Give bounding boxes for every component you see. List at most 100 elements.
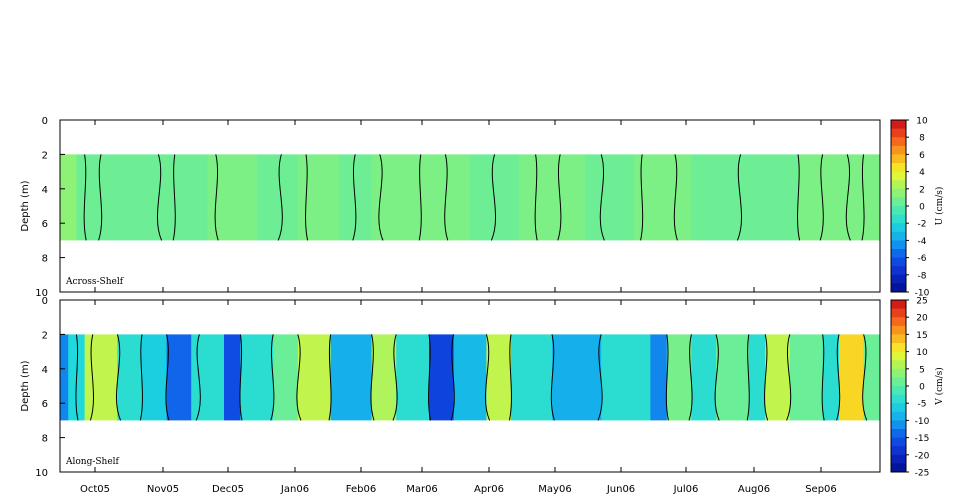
data-cell: [60, 154, 77, 241]
contour-line: [214, 154, 219, 241]
x-tick-label: Feb06: [346, 484, 376, 495]
colorbar-segment: [891, 343, 906, 353]
x-tick-label: Sep06: [805, 484, 837, 495]
colorbar-tick-label: -5: [918, 400, 927, 410]
y-tick-label: 0: [42, 116, 48, 127]
data-cell: [691, 334, 717, 421]
x-tick-label: Jun06: [606, 484, 635, 495]
contour-line: [98, 154, 103, 241]
colorbar-segment: [891, 429, 906, 439]
data-cell: [297, 334, 332, 421]
data-cell: [191, 334, 225, 421]
colorbar-segment: [891, 171, 906, 181]
plot-frame: [59, 119, 881, 293]
contour-line: [370, 334, 375, 421]
contour-line: [270, 334, 275, 421]
y-tick-label: 10: [35, 468, 48, 479]
contour-line: [836, 334, 841, 421]
colorbar-tick-label: -25: [915, 469, 930, 479]
colorbar-segment: [891, 283, 906, 293]
colorbar-segment: [891, 334, 906, 344]
contour-line: [75, 334, 79, 421]
data-cell: [166, 334, 192, 421]
contour-line: [450, 334, 455, 421]
colorbar-segment: [891, 154, 906, 164]
data-cell: [863, 334, 881, 421]
colorbar-segment: [891, 360, 906, 370]
colorbar-segment: [891, 437, 906, 447]
y-tick-label: 8: [42, 254, 48, 265]
contour-line: [550, 334, 555, 421]
x-tick-label: Dec05: [212, 484, 244, 495]
colorbar-segment: [891, 394, 906, 404]
colorbar-tick-label: 10: [916, 348, 928, 358]
contour-line: [736, 154, 743, 241]
data-cell: [207, 154, 258, 241]
colorbar-segment: [891, 403, 906, 413]
colorbar-tick-label: -2: [918, 220, 927, 230]
colorbar-segment: [891, 231, 906, 241]
data-cell: [224, 334, 241, 421]
contour-line: [821, 334, 825, 421]
data-cell: [297, 154, 340, 241]
y-tick-label: 4: [42, 365, 48, 376]
contour-line: [673, 154, 678, 241]
contour-line: [444, 154, 449, 241]
colorbar-segment: [891, 386, 906, 396]
data-cell: [519, 154, 586, 241]
contour-line: [819, 154, 824, 241]
panel-label: Across-Shelf: [65, 277, 124, 287]
contour-line: [115, 334, 122, 421]
contour-line: [277, 154, 283, 241]
colorbar-label: V (cm/s): [934, 367, 945, 406]
contour-line: [418, 154, 422, 241]
contour-line: [845, 154, 851, 241]
data-cell: [552, 334, 602, 421]
data-cell: [789, 334, 824, 421]
contour-line: [786, 334, 792, 421]
colorbar-segment: [891, 317, 906, 327]
colorbar-segment: [891, 274, 906, 284]
data-cell: [117, 334, 143, 421]
contour-line: [665, 334, 669, 421]
colorbar-tick-label: -8: [918, 271, 927, 281]
data-cell: [511, 334, 553, 421]
colorbar-segment: [891, 257, 906, 267]
data-cell: [765, 334, 791, 421]
contour-line: [484, 334, 491, 421]
colorbar-segment: [891, 214, 906, 224]
x-tick-label: Aug06: [738, 484, 770, 495]
colorbar-segment: [891, 377, 906, 387]
contour-line: [172, 154, 176, 241]
colorbar-tick-label: -10: [915, 289, 930, 299]
data-cell: [60, 334, 69, 421]
contour-line: [378, 154, 384, 241]
x-axis-labels: Oct05 Nov05 Dec05 Jan06 Feb06 Mar06 Apr06 May06…: [80, 484, 837, 495]
colorbar-tick-label: 8: [919, 134, 925, 144]
colorbar-tick-label: -10: [915, 417, 930, 427]
x-tick-label: Nov05: [147, 484, 179, 495]
contour-line: [239, 334, 243, 421]
colorbar-tick-label: -4: [918, 237, 927, 247]
colorbar-label: U (cm/s): [934, 187, 945, 226]
contour-lines: [75, 334, 868, 421]
data-cell: [371, 334, 397, 421]
colorbar-tick-label: 0: [919, 383, 925, 393]
colorbar-segment: [891, 137, 906, 147]
y-tick-label: 4: [42, 185, 48, 196]
colorbar-tick-label: 20: [916, 314, 928, 324]
contour-line: [714, 334, 720, 421]
x-tick-label: Oct05: [80, 484, 110, 495]
y-tick-label: 8: [42, 434, 48, 445]
colorbar-segment: [891, 120, 906, 130]
y-tick-label: 2: [42, 150, 48, 161]
data-field: [60, 154, 881, 241]
data-cell: [142, 334, 168, 421]
colorbar-tick-label: -20: [915, 451, 930, 461]
colorbar-segment: [891, 223, 906, 233]
colorbar-segment: [891, 128, 906, 138]
data-cell: [273, 334, 299, 421]
contour-lines: [83, 154, 865, 241]
data-cell: [429, 334, 455, 421]
